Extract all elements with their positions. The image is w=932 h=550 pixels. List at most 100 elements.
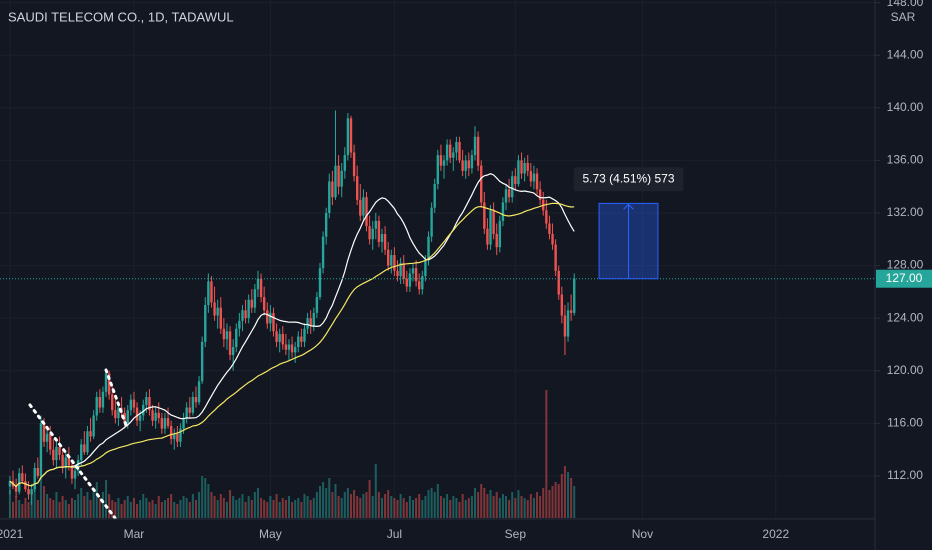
volume-bar [46,494,49,518]
volume-bar [412,500,415,518]
candle-body [569,310,573,313]
volume-bar [70,498,73,518]
candle-body [33,468,36,490]
candle-body [408,273,412,287]
volume-bar [300,502,303,518]
volume-bar [117,498,120,518]
candle-body [312,312,315,327]
candle-body [266,310,269,324]
volume-bar [368,480,371,518]
candle-body [76,460,80,471]
candle-body [303,328,306,342]
candle-body [154,412,157,421]
volume-bar [303,494,306,518]
volume-bar [573,486,576,518]
candle-body [95,397,98,416]
volume-bar [570,478,573,518]
volume-bar [188,502,191,518]
candle-body [529,170,533,182]
volume-bar [439,496,442,518]
volume-bar [517,490,520,518]
candle-body [324,212,328,237]
candle-body [67,457,71,466]
volume-bar [61,496,64,518]
candle-body [393,255,396,271]
volume-bar [123,500,126,518]
candle-body [480,165,483,203]
volume-bar [244,502,247,518]
volume-bar [408,496,411,518]
volume-bar [278,502,281,518]
volume-bar [374,464,377,518]
volume-bar [201,476,204,518]
volume-bar [452,496,455,518]
candle-body [281,333,284,345]
y-tick-label: 136.00 [887,153,924,167]
candle-body [101,391,105,408]
candle-body [278,333,281,342]
volume-bar [191,494,194,518]
drawing-dotted-line [104,368,128,427]
candle-body [315,297,319,313]
volume-bar [312,498,315,518]
candle-body [535,173,539,190]
candle-body [473,136,477,156]
price-label-box [876,269,932,288]
candle-body [414,268,418,282]
candle-body [58,447,61,455]
candle-body [365,197,368,227]
candle-body [287,344,291,350]
candle-body [52,449,55,461]
candle-body [421,276,424,290]
volume-bar [101,492,104,518]
candle-body [511,176,514,198]
volume-bar [539,496,542,518]
volume-bar [387,490,390,518]
candle-body [349,118,353,153]
volume-bar [322,482,325,518]
volume-bar [250,500,253,518]
volume-bar [216,500,219,518]
candle-body [89,431,92,437]
candle-body [166,418,170,426]
candle-body [343,155,346,171]
candle-body [573,278,576,313]
volume-bar [210,492,213,518]
candle-body [526,163,529,171]
candle-body [383,234,387,250]
candle-body [498,220,502,248]
candle-body [64,457,67,469]
candle-body [45,433,49,442]
volume-bar [449,500,452,518]
candle-body [520,160,523,174]
candle-body [328,181,331,213]
candle-body [368,226,371,240]
candle-body [104,373,108,392]
candle-body [557,270,560,295]
volume-bar [508,500,511,518]
candle-body [504,189,508,203]
ma-layer [9,173,575,488]
candle-body [55,447,58,461]
candle-body [334,165,337,198]
candle-body [517,160,520,185]
volume-bar [477,492,480,518]
volume-bar [554,482,557,518]
volume-bar [83,496,86,518]
volume-bar [362,494,365,518]
volume-bar [567,472,570,518]
volume-bar [384,494,387,518]
volume-bar [331,492,334,518]
volume-layer [8,390,576,518]
volume-bar [520,496,523,518]
candle-body [430,207,433,237]
volume-bar [136,504,139,518]
price-label: 127.00 [886,271,923,285]
candle-body [300,336,303,342]
volume-bar [380,498,383,518]
volume-bar [86,492,89,518]
candle-body [532,173,536,182]
volume-bar [328,478,331,518]
volume-bar [359,498,362,518]
candle-body [42,423,46,442]
